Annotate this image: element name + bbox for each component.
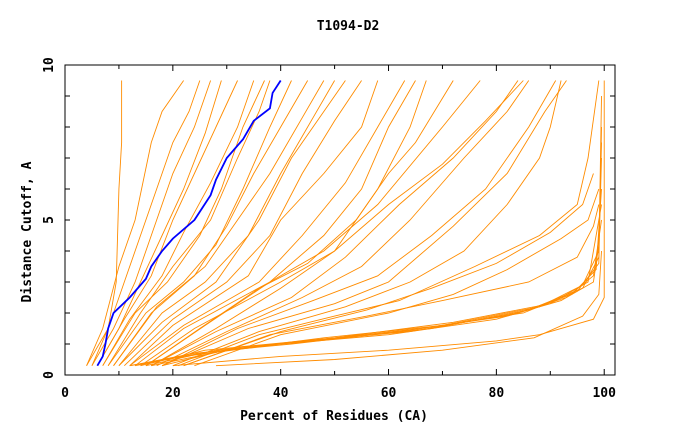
series-line-37 — [161, 204, 602, 367]
series-line-21 — [151, 80, 524, 367]
series-line-34 — [140, 126, 602, 367]
series-line-24 — [161, 80, 557, 367]
series-line-30 — [183, 204, 600, 367]
series-line-19 — [145, 80, 454, 367]
series-line-22 — [151, 80, 519, 367]
x-tick-label: 60 — [381, 386, 397, 401]
series-line-16 — [129, 80, 406, 367]
series-line-8 — [107, 80, 271, 366]
series-line-0 — [86, 80, 123, 366]
y-tick-label: 0 — [42, 371, 57, 379]
series-line-20 — [145, 80, 481, 367]
series-line-2 — [91, 80, 201, 366]
series-line-28 — [183, 173, 594, 367]
series-line-14 — [124, 80, 362, 367]
series-line-35 — [145, 95, 602, 367]
series-line-10 — [113, 80, 309, 366]
x-tick-label: 100 — [592, 386, 616, 401]
x-tick-label: 80 — [489, 386, 505, 401]
series-line-6 — [102, 80, 255, 366]
series-line-9 — [107, 80, 292, 366]
x-tick-label: 0 — [61, 386, 69, 401]
series-lines — [86, 80, 605, 367]
series-line-36 — [151, 157, 602, 367]
series-line-23 — [156, 80, 530, 367]
axes: 0 20 40 60 80 100 0 5 10 — [42, 57, 616, 401]
y-axis-label: Distance Cutoff, A — [20, 161, 35, 302]
series-line-17 — [134, 80, 416, 367]
series-line-33 — [135, 188, 602, 367]
series-line-7 — [102, 80, 265, 366]
highlight-series-line — [96, 80, 282, 367]
series-line-5 — [96, 80, 238, 366]
series-line-31 — [129, 142, 602, 367]
series-line-29 — [194, 188, 600, 367]
series-line-15 — [129, 80, 379, 367]
chart-title: T1094-D2 — [317, 19, 380, 34]
series-line-3 — [91, 80, 212, 366]
y-tick-label: 5 — [42, 216, 57, 224]
x-axis-label: Percent of Residues (CA) — [240, 409, 428, 424]
series-line-25 — [161, 80, 567, 367]
series-line-26 — [172, 80, 562, 367]
x-tick-label: 20 — [165, 386, 181, 401]
series-line-27 — [178, 80, 600, 367]
y-tick-label: 10 — [42, 57, 57, 73]
series-line-39 — [215, 250, 602, 367]
plot-frame — [64, 64, 616, 376]
series-line-38 — [172, 80, 605, 367]
series-line-13 — [118, 80, 346, 367]
series-line-11 — [113, 80, 325, 366]
x-tick-label: 40 — [273, 386, 289, 401]
series-line-32 — [129, 219, 602, 367]
series-line-1 — [86, 80, 184, 366]
